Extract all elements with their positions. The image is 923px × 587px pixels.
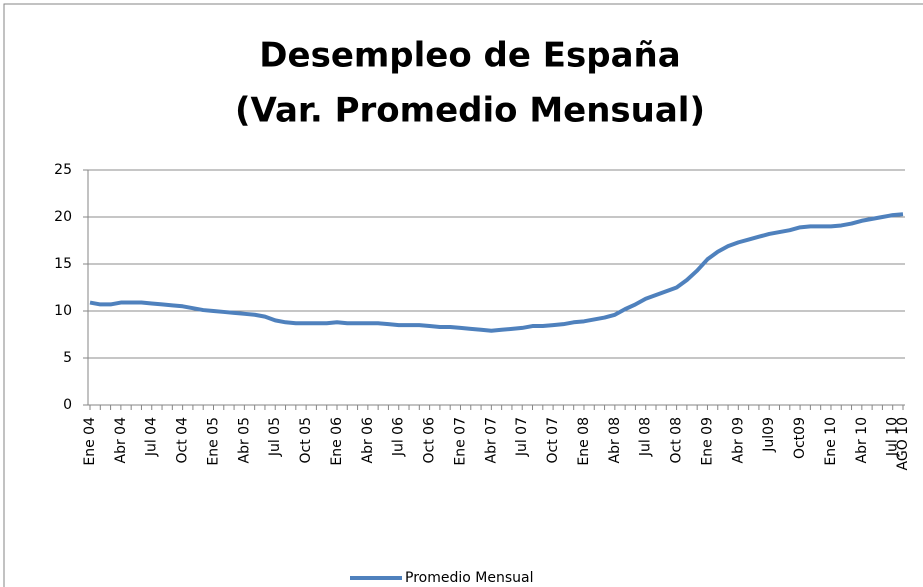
x-tick-label: Ene 08 xyxy=(576,417,592,466)
x-tick-label: Abr 09 xyxy=(730,417,746,463)
chart-title: Desempleo de España xyxy=(259,36,680,76)
line-series xyxy=(89,212,904,333)
x-tick-label: Abr 04 xyxy=(113,417,129,464)
y-tick-label: 25 xyxy=(54,162,72,178)
x-tick-label: Oct 04 xyxy=(175,417,191,464)
x-tick-label: Oct 05 xyxy=(298,417,314,463)
x-tick-label: Oct 08 xyxy=(669,417,685,463)
x-tick-label: Ene 06 xyxy=(329,417,345,466)
y-tick-label: 0 xyxy=(63,397,72,413)
y-tick-label: 20 xyxy=(54,209,72,225)
x-tick-label: Jul 07 xyxy=(514,417,530,457)
x-tick-label: Ene 07 xyxy=(452,417,468,466)
y-tick-label: 15 xyxy=(54,256,72,272)
x-tick-label: Ene 09 xyxy=(699,417,715,466)
x-tick-label: Jul 08 xyxy=(638,417,654,457)
x-tick-label: Oct 07 xyxy=(545,417,561,463)
x-tick-label: Jul09 xyxy=(761,417,777,453)
x-tick-label: Abr 10 xyxy=(854,417,870,463)
x-tick-label: Jul 10 xyxy=(885,417,901,457)
x-tick-label: Oct 06 xyxy=(422,417,438,464)
y-tick-label: 5 xyxy=(63,350,72,366)
x-tick-label: Ene 10 xyxy=(823,417,839,466)
x-tick-label: Jul 05 xyxy=(267,417,283,457)
x-tick-label: Jul 04 xyxy=(144,417,160,457)
x-tick-label: Abr 06 xyxy=(360,417,376,464)
chart-title: (Var. Promedio Mensual) xyxy=(235,91,705,131)
x-tick-label: Abr 08 xyxy=(607,417,623,463)
x-tick-label: Ene 04 xyxy=(82,417,98,466)
x-tick-label: Oct09 xyxy=(792,417,808,459)
x-tick-label: Abr 07 xyxy=(483,417,499,463)
chart-border xyxy=(3,3,923,587)
x-tick-label: Jul 06 xyxy=(391,417,407,457)
x-tick-label: AGO 10 xyxy=(895,417,911,470)
x-tick-label: Abr 05 xyxy=(236,417,252,463)
x-tick-label: Ene 05 xyxy=(205,417,221,466)
y-tick-label: 10 xyxy=(54,303,72,319)
legend-label: Promedio Mensual xyxy=(405,570,533,586)
